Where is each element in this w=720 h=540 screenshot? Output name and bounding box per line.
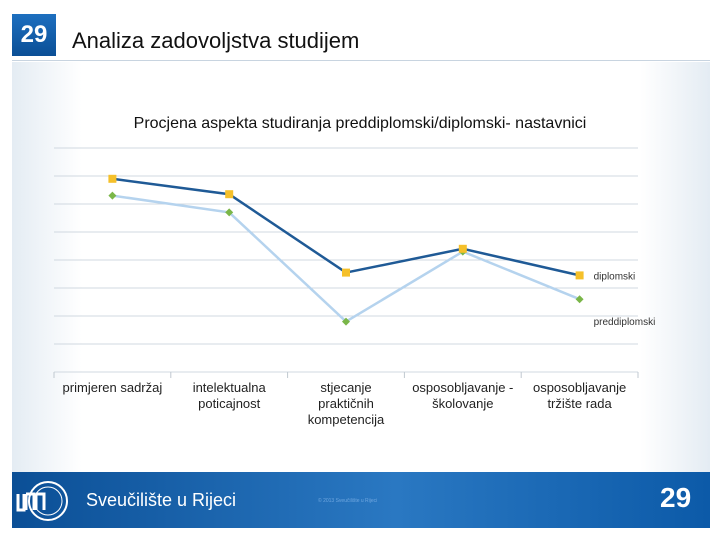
content-panel bbox=[12, 62, 710, 472]
data-point-diplomski bbox=[575, 271, 584, 280]
x-tick-label: osposobljavanje tržište rada bbox=[533, 380, 626, 411]
x-tick-label: stjecanje praktičnih kompetencija bbox=[308, 380, 385, 427]
data-point-preddiplomski bbox=[225, 208, 234, 217]
chart-title: Procjena aspekta studiranja preddiplomsk… bbox=[133, 115, 587, 132]
x-tick-label: primjeren sadržaj bbox=[63, 380, 163, 395]
data-point-diplomski bbox=[225, 190, 234, 199]
footer-note: © 2013 Sveučilište u Rijeci bbox=[318, 498, 378, 504]
data-point-preddiplomski bbox=[342, 317, 350, 326]
data-point-preddiplomski bbox=[575, 295, 584, 304]
footer-bar bbox=[12, 472, 710, 528]
slide-number-badge: 29 bbox=[12, 14, 56, 56]
x-tick-label: osposobljavanje -školovanje bbox=[412, 380, 513, 411]
data-point-diplomski bbox=[108, 174, 117, 183]
data-point-diplomski bbox=[458, 244, 467, 253]
slide-title: Analiza zadovoljstva studijem bbox=[72, 28, 360, 53]
footer-slide-number: 29 bbox=[660, 482, 692, 513]
data-point-diplomski bbox=[342, 268, 350, 277]
data-point-preddiplomski bbox=[108, 191, 117, 200]
x-tick-label: intelektualna poticajnost bbox=[193, 380, 267, 411]
series-label-diplomski: diplomski bbox=[594, 271, 636, 282]
series-line-diplomski bbox=[112, 177, 580, 277]
title-divider bbox=[12, 60, 710, 61]
university-name: Sveučilište u Rijeci bbox=[86, 490, 237, 510]
series-label-preddiplomski: preddiplomski bbox=[594, 317, 656, 328]
university-logo-icon bbox=[14, 480, 78, 522]
